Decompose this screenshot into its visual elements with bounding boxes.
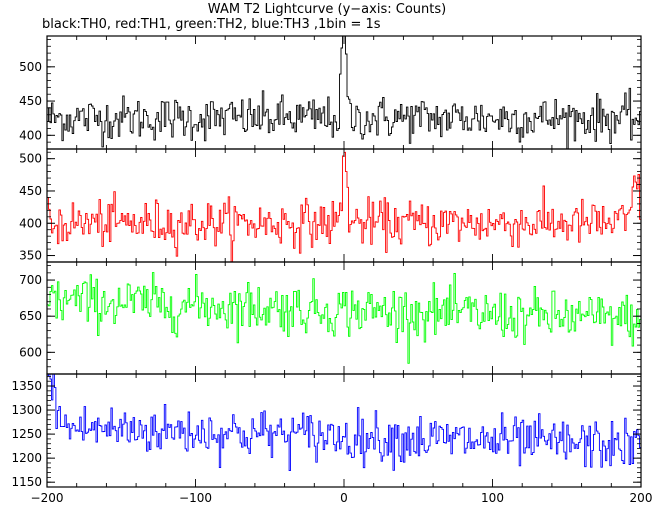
y-tick-label: 1300 — [11, 403, 42, 417]
x-tick-label: 0 — [340, 491, 348, 505]
panel-th1: 350 400 450 500 — [19, 148, 642, 263]
y-tick-label: 700 — [19, 273, 42, 287]
series-th0 — [47, 36, 641, 149]
y-tick-label: 1350 — [11, 379, 42, 393]
x-tick-label: 100 — [481, 491, 504, 505]
y-tick-label: 1150 — [11, 475, 42, 489]
panel-th3: 1150 1200 1250 1300 1350 — [11, 373, 642, 489]
series-th1 — [47, 151, 641, 262]
y-tick-label: 1200 — [11, 451, 42, 465]
chart-title: WAM T2 Lightcurve (y−axis: Counts) — [207, 2, 447, 17]
y-tick-label: 450 — [19, 94, 42, 108]
y-tick-label: 500 — [19, 60, 42, 74]
y-tick-label: 600 — [19, 345, 42, 359]
y-tick-label: 450 — [19, 184, 42, 198]
panel-frame — [46, 148, 642, 263]
y-tick-label: 1250 — [11, 427, 42, 441]
panel-frame — [46, 35, 642, 150]
chart-subtitle: black:TH0, red:TH1, green:TH2, blue:TH3 … — [42, 17, 381, 32]
series-th2 — [47, 272, 641, 364]
panel-th2: 600 650 700 — [19, 261, 642, 375]
x-tick-label: −200 — [31, 491, 64, 505]
series-th3 — [47, 374, 641, 472]
y-tick-label: 650 — [19, 309, 42, 323]
y-tick-label: 400 — [19, 216, 42, 230]
y-tick-label: 400 — [19, 128, 42, 142]
x-tick-label: −100 — [179, 491, 212, 505]
y-tick-label: 350 — [19, 249, 42, 263]
y-tick-label: 500 — [19, 152, 42, 166]
panel-th0: 400 450 500 — [19, 35, 642, 150]
x-tick-label: 200 — [630, 491, 653, 505]
